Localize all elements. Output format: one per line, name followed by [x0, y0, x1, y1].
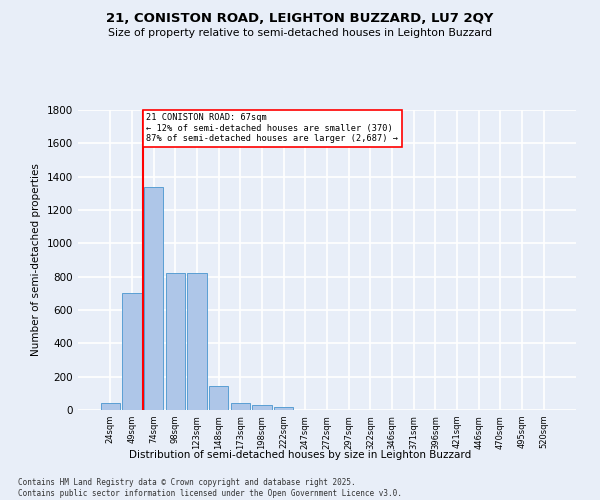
Bar: [122, 294, 142, 410]
Bar: [230, 404, 250, 410]
Y-axis label: Number of semi-detached properties: Number of semi-detached properties: [31, 164, 41, 356]
Bar: [166, 274, 185, 410]
Text: 21 CONISTON ROAD: 67sqm
← 12% of semi-detached houses are smaller (370)
87% of s: 21 CONISTON ROAD: 67sqm ← 12% of semi-de…: [146, 114, 398, 143]
Bar: [274, 406, 293, 410]
Text: Distribution of semi-detached houses by size in Leighton Buzzard: Distribution of semi-detached houses by …: [129, 450, 471, 460]
Bar: [252, 405, 272, 410]
Text: Contains HM Land Registry data © Crown copyright and database right 2025.
Contai: Contains HM Land Registry data © Crown c…: [18, 478, 402, 498]
Bar: [209, 386, 229, 410]
Text: Size of property relative to semi-detached houses in Leighton Buzzard: Size of property relative to semi-detach…: [108, 28, 492, 38]
Bar: [144, 186, 163, 410]
Bar: [187, 274, 207, 410]
Text: 21, CONISTON ROAD, LEIGHTON BUZZARD, LU7 2QY: 21, CONISTON ROAD, LEIGHTON BUZZARD, LU7…: [106, 12, 494, 26]
Bar: [101, 404, 120, 410]
